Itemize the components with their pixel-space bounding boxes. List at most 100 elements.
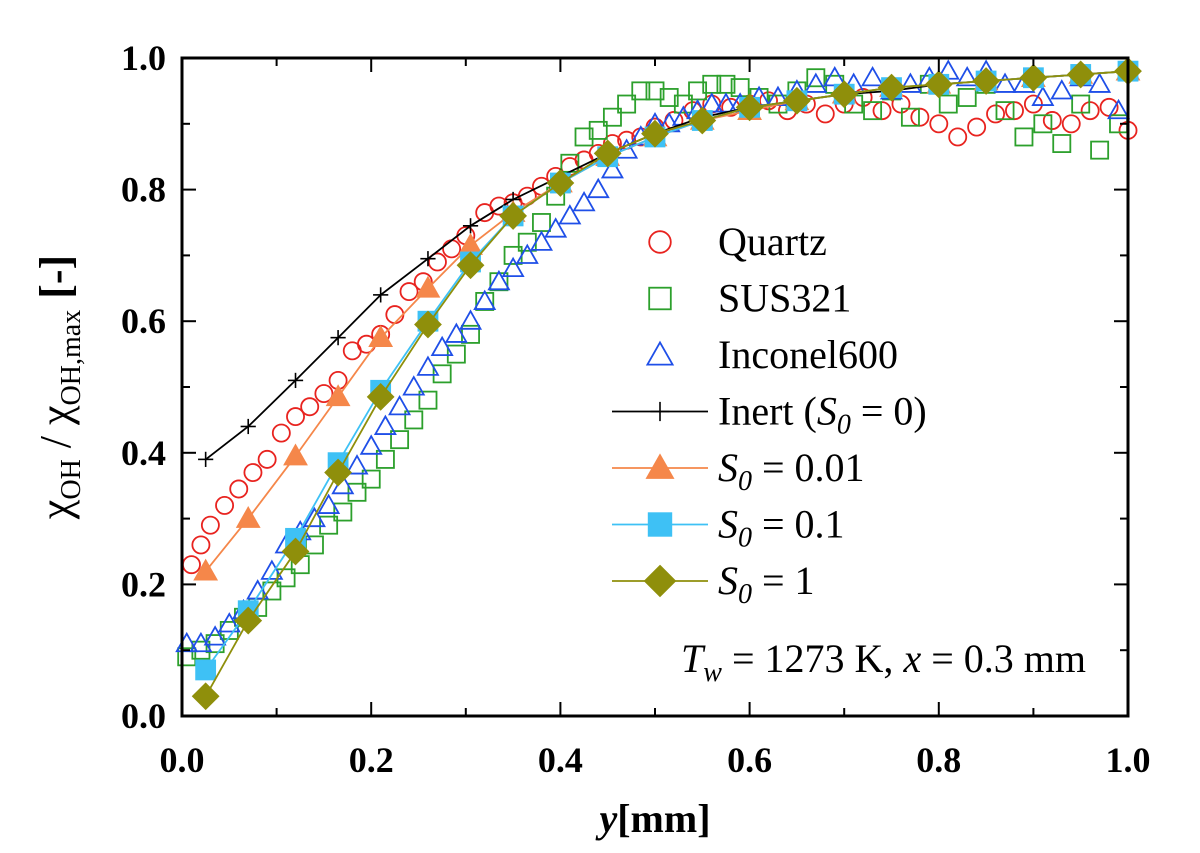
data-point <box>735 93 764 122</box>
data-point <box>515 243 539 264</box>
data-point <box>830 80 859 109</box>
data-point <box>1005 101 1024 121</box>
data-point <box>314 384 334 404</box>
data-point <box>544 217 568 238</box>
data-point <box>203 625 227 646</box>
data-point <box>641 119 669 148</box>
data-point <box>260 559 284 580</box>
legend-marker <box>648 230 672 254</box>
data-layer <box>175 57 1142 711</box>
data-point <box>815 104 835 124</box>
data-point <box>200 515 220 535</box>
data-point <box>529 230 554 251</box>
data-point <box>446 344 466 364</box>
data-point <box>330 330 346 346</box>
data-point <box>532 213 551 232</box>
data-point <box>600 158 624 179</box>
data-point <box>863 101 883 121</box>
data-point <box>325 384 351 407</box>
plot-frame <box>180 56 1130 718</box>
data-point <box>673 94 693 114</box>
x-axis-variable: y <box>595 796 617 841</box>
data-point <box>442 239 462 259</box>
data-point <box>324 458 352 487</box>
data-point <box>317 493 341 514</box>
data-point <box>345 454 369 475</box>
data-point <box>234 606 263 635</box>
data-point <box>1090 140 1110 160</box>
legend-entry-3: Inert (S0 = 0) <box>612 389 927 441</box>
data-point <box>191 682 220 711</box>
data-point <box>430 335 454 357</box>
data-point <box>257 449 277 469</box>
data-point <box>1080 101 1100 121</box>
data-point <box>955 65 979 87</box>
data-point <box>487 269 511 291</box>
data-point <box>418 390 438 410</box>
data-point <box>588 120 608 140</box>
data-point <box>215 495 235 515</box>
data-point <box>877 73 906 102</box>
y-axis-separator: / <box>31 425 80 459</box>
legend-label: S0 = 0.01 <box>718 445 865 497</box>
legend-label: Quartz <box>718 219 827 264</box>
data-point <box>459 309 483 330</box>
legend-label: S0 = 1 <box>718 558 815 610</box>
data-point <box>420 251 436 267</box>
data-point <box>558 204 582 225</box>
data-point <box>938 94 958 114</box>
data-point <box>414 310 442 339</box>
data-point <box>300 397 320 417</box>
data-point <box>586 177 610 199</box>
data-point <box>924 70 953 99</box>
annotation-w: w <box>703 657 722 688</box>
y-tick-label: 0.2 <box>121 564 166 604</box>
y-axis-chi-2: χ <box>31 405 80 426</box>
data-point <box>347 482 367 502</box>
data-point <box>462 218 479 234</box>
data-point <box>432 364 452 384</box>
annotation-rest2: = 0.3 mm <box>921 636 1086 681</box>
data-point <box>688 106 717 135</box>
data-point <box>427 252 447 272</box>
data-point <box>572 190 596 212</box>
x-tick-label: 0.6 <box>727 740 772 780</box>
y-tick-label: 1.0 <box>121 38 166 78</box>
data-point <box>1071 94 1091 114</box>
data-point <box>375 449 395 469</box>
data-point <box>501 256 525 278</box>
data-point <box>271 423 291 443</box>
data-point <box>229 479 249 499</box>
data-point <box>359 434 383 455</box>
legend-entry-6: S0 = 1 <box>612 558 815 610</box>
data-point <box>806 68 826 88</box>
data-point <box>388 394 412 416</box>
x-tick-label: 0.4 <box>538 740 583 780</box>
data-point <box>730 78 750 98</box>
data-point <box>872 101 892 121</box>
y-tick-label: 0.0 <box>121 696 166 736</box>
data-point <box>574 127 594 147</box>
data-point <box>1050 79 1074 100</box>
data-point <box>373 287 389 303</box>
x-axis-unit: [mm] <box>617 796 710 841</box>
data-point <box>473 289 497 310</box>
legend-marker <box>645 340 675 366</box>
legend-marker <box>650 401 670 422</box>
data-point <box>782 86 811 115</box>
data-point <box>240 418 256 435</box>
data-point <box>404 410 424 430</box>
data-point <box>368 325 394 347</box>
data-point <box>546 169 575 197</box>
annotation-x: x <box>902 636 921 681</box>
data-point <box>804 72 828 93</box>
legend-label: SUS321 <box>718 276 851 321</box>
data-point <box>659 88 679 107</box>
legend-entry-0: Quartz <box>648 219 827 264</box>
annotation-T: T <box>681 636 706 681</box>
annotation-rest1: = 1273 K, <box>722 636 903 681</box>
data-point <box>416 355 440 376</box>
legend-label: Inconel600 <box>718 332 898 377</box>
data-point <box>967 117 987 137</box>
data-point <box>993 72 1017 93</box>
